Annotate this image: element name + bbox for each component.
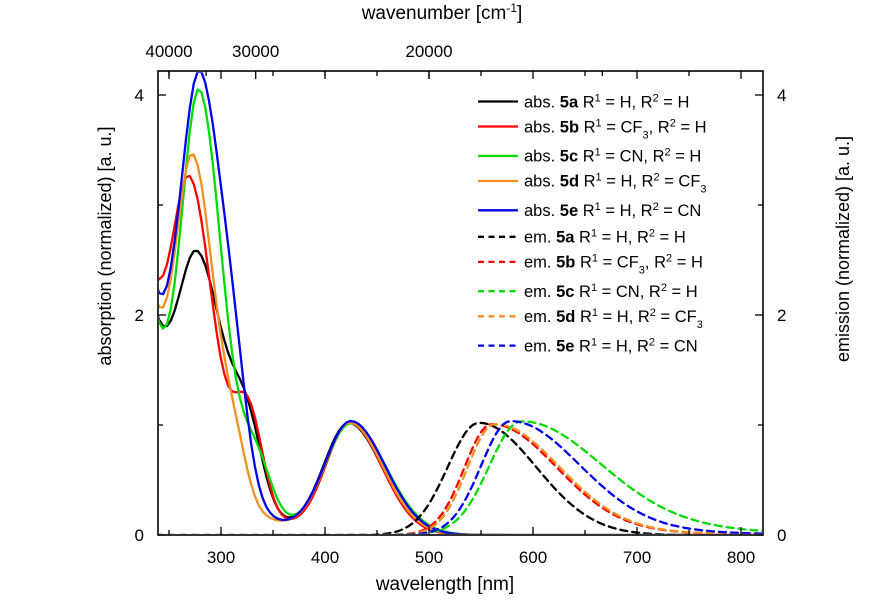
svg-text:em. 5d R1 = H, R2 = CF3: em. 5d R1 = H, R2 = CF3 — [524, 307, 703, 331]
svg-text:0: 0 — [135, 526, 144, 545]
svg-text:30000: 30000 — [232, 42, 279, 61]
svg-text:400: 400 — [311, 548, 339, 567]
svg-text:700: 700 — [623, 548, 651, 567]
svg-text:em. 5b R1 = CF3, R2 = H: em. 5b R1 = CF3, R2 = H — [524, 253, 703, 277]
svg-text:600: 600 — [519, 548, 547, 567]
svg-text:0: 0 — [777, 526, 786, 545]
svg-text:abs. 5a R1 = H, R2 = H: abs. 5a R1 = H, R2 = H — [524, 92, 689, 111]
svg-text:em. 5a R1 = H, R2 = H: em. 5a R1 = H, R2 = H — [524, 228, 686, 247]
svg-text:wavenumber [cm-1]: wavenumber [cm-1] — [361, 1, 523, 24]
svg-text:wavelength [nm]: wavelength [nm] — [375, 574, 514, 595]
svg-text:abs. 5c R1 = CN, R2 = H: abs. 5c R1 = CN, R2 = H — [524, 147, 701, 166]
svg-text:em. 5e R1 = H, R2 = CN: em. 5e R1 = H, R2 = CN — [524, 336, 698, 355]
svg-text:em. 5c R1 = CN, R2 = H: em. 5c R1 = CN, R2 = H — [524, 282, 698, 301]
svg-text:4: 4 — [135, 86, 144, 105]
svg-text:2: 2 — [777, 306, 786, 325]
svg-text:absorption (normalized) [a. u.: absorption (normalized) [a. u.] — [95, 126, 115, 365]
svg-text:4: 4 — [777, 86, 786, 105]
svg-text:abs. 5e R1 = H, R2 = CN: abs. 5e R1 = H, R2 = CN — [524, 201, 701, 220]
svg-text:300: 300 — [207, 548, 235, 567]
svg-text:abs. 5d R1 = H, R2 = CF3: abs. 5d R1 = H, R2 = CF3 — [524, 172, 707, 196]
svg-text:40000: 40000 — [145, 42, 192, 61]
svg-text:800: 800 — [727, 548, 755, 567]
svg-text:emission (normalized) [a. u.]: emission (normalized) [a. u.] — [833, 136, 853, 362]
svg-text:500: 500 — [415, 548, 443, 567]
svg-text:abs. 5b R1 = CF3, R2 = H: abs. 5b R1 = CF3, R2 = H — [524, 117, 707, 141]
svg-text:20000: 20000 — [405, 42, 452, 61]
svg-text:2: 2 — [135, 306, 144, 325]
